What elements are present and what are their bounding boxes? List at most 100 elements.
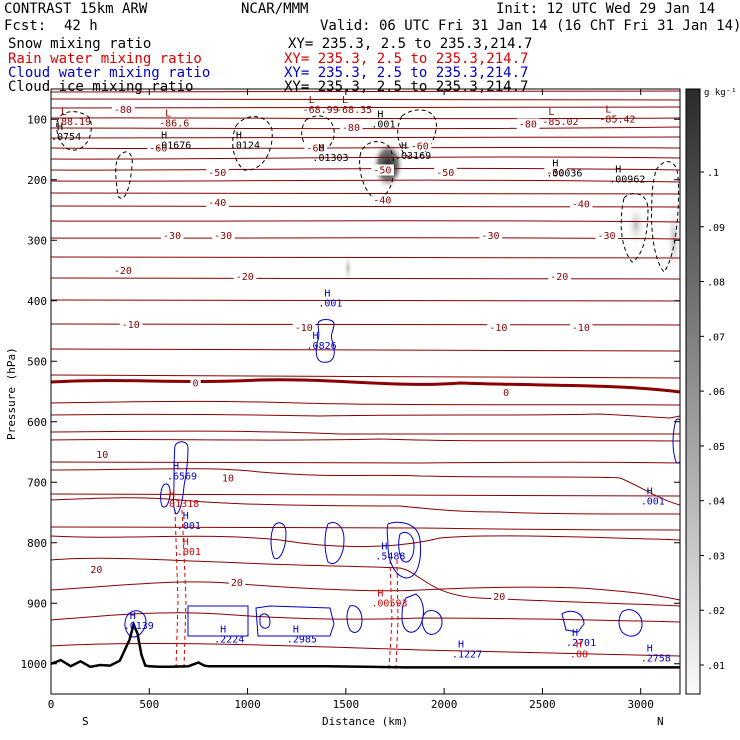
extremum-value: .001 [177,521,201,532]
extremum-value: .0826 [307,341,337,352]
isotherm-line [51,237,680,240]
isotherm-label: -30 [163,231,181,242]
field-xy-cloud-ice: XY= 235.3, 2.5 to 235.3,214.7 [284,79,529,95]
cloud-water-contour [173,441,189,515]
isotherm-label-bg [190,377,201,389]
rain-contour [181,509,187,669]
extremum-marker: H [576,639,582,650]
extremum-value: .2985 [287,634,317,645]
snow-contour [232,116,273,171]
field-name-rain: Rain water mixing ratio [8,51,202,67]
y-tick-label: 400 [27,295,47,308]
cloud-water-contour [315,319,335,363]
isotherm-line [51,413,680,419]
isotherm-label-bg [228,577,246,589]
isotherm-line [51,430,680,435]
extremum-marker: L [548,107,554,118]
snow-contour [56,111,92,151]
cloud-water-contour [561,610,585,633]
extremum-marker: L [61,107,67,118]
cloud-ice-shading [666,200,680,280]
extremum-marker: H [381,541,387,552]
isotherm-label: -50 [436,168,454,179]
x-tick-label: 2500 [529,698,556,711]
colorbar-tick-label: .01 [707,661,725,672]
cloud-ice-shading [343,252,353,284]
field-name-snow: Snow mixing ratio [8,36,152,52]
x-tick-label: 1500 [333,698,360,711]
isotherm-line [51,136,680,139]
isotherm-label-bg [94,448,111,460]
isotherm-label-bg [544,166,567,178]
isotherm-label: 0 [193,378,199,389]
isotherm-line [51,374,680,379]
init-time: Init: 12 UTC Wed 29 Jan 14 [496,1,716,17]
x-tick-label: 3000 [627,698,654,711]
extremum-value: -68.35 [336,105,372,116]
colorbar-tick-label: .02 [707,606,725,617]
isotherm-label-bg [111,264,135,276]
extremum-marker: H [615,165,621,176]
isotherm-line [51,557,680,607]
extremum-value: .6569 [167,472,197,483]
isotherm-line [51,117,680,120]
contour-labels: -80 -80 -80 -60 -60 -60 -50 -50 -50 -50 -40 -40 -40 -… [51,95,671,665]
field-xy-cloud-water: XY= 235.3, 2.5 to 235.3,214.7 [284,65,529,81]
extremum-marker: H [458,639,464,650]
isotherm-line [51,348,680,352]
isotherm-label-bg [220,472,237,484]
extremum-marker: H [173,462,179,473]
extremum-marker: L [309,95,315,106]
isotherm-line [51,220,680,223]
isotherm-label-bg [233,270,257,282]
colorbar-tick-label: .09 [707,223,725,234]
isotherm-label-bg [434,166,457,178]
extremum-value: .03169 [395,151,431,162]
isotherm-label: -80 [342,123,360,134]
south-label: S [82,715,89,728]
extremum-marker: H [377,589,383,600]
isotherm-label: -80 [519,120,537,131]
isotherm-label-bg [206,197,229,209]
cloud-water-contour [421,609,443,635]
isotherm-label: -50 [373,165,391,176]
colorbar-tick-label: .03 [707,551,725,562]
extremum-marker: H [572,628,578,639]
extremum-value: .00 [570,649,588,660]
extremum-marker: H [236,131,242,142]
isotherm-label: -20 [236,272,254,283]
isotherm-label: -40 [572,199,590,210]
plot-area [51,90,680,669]
isotherm-label: -50 [546,168,564,179]
colorbar-tick-label: .06 [707,387,725,398]
isotherm-label-bg [501,387,512,399]
y-tick-label: 200 [27,174,47,187]
extremum-marker: H [130,611,136,622]
rain-contour [395,559,399,669]
y-tick-label: 1000 [21,658,48,671]
isotherm-label-bg [206,166,229,178]
colorbar-unit: g kg⁻¹ [704,88,737,98]
y-tick-label: 800 [27,537,47,550]
isotherm-line [51,400,680,406]
isotherm-label: 0 [503,388,509,399]
isotherm-line [51,581,680,601]
isotherm-label-bg [569,198,593,210]
cloud-water-contour [672,418,680,464]
isotherm-label-bg [339,122,363,134]
isotherm-label: -60 [149,144,167,155]
forecast-label: Fcst: [4,18,47,34]
isotherm-line [51,438,680,442]
extremum-value: .0139 [124,621,154,632]
extremum-marker: H [183,511,189,522]
isotherm-label: -30 [597,231,615,242]
cloud-water-mixing-ratio-contours [124,319,680,638]
extremum-marker: H [647,486,653,497]
isotherm-label-bg [161,229,184,241]
isotherm-label-bg [119,318,143,330]
colorbar-tick-label: .07 [707,332,725,343]
organization-label: NCAR/MMM [241,1,309,17]
field-xy-rain: XY= 235.3, 2.5 to 235.3,214.7 [284,51,529,67]
extremum-value: .001 [318,299,342,310]
